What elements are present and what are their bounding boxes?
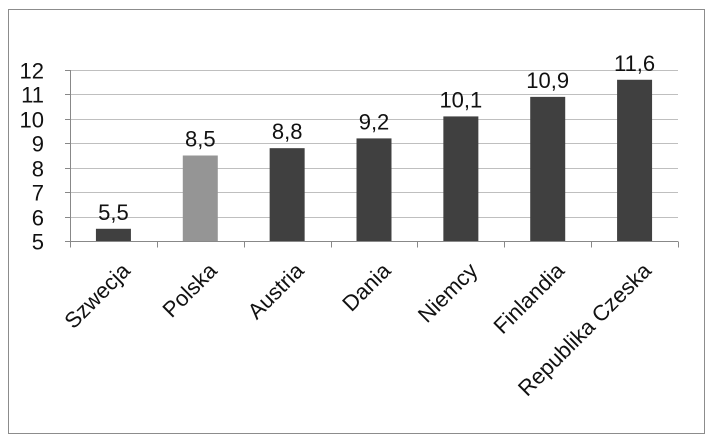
axes [65,70,679,248]
data-label: 8,5 [185,127,216,152]
bar-dania [356,138,392,241]
bar-polska [182,155,218,241]
data-label: 5,5 [98,200,129,225]
data-label: 8,8 [272,119,303,144]
y-tick-label: 7 [32,181,44,206]
bar-szwecja [95,228,131,241]
data-label: 11,6 [614,51,655,76]
bar-austria [269,148,305,241]
y-tick-label: 5 [32,230,44,255]
gridlines [70,70,678,218]
y-tick-label: 9 [32,132,44,157]
y-tick-label: 12 [20,59,44,84]
data-label: 10,9 [526,68,569,93]
data-label: 9,2 [359,109,390,134]
y-tick-label: 11 [21,83,44,108]
y-tick-label: 8 [32,157,44,182]
bar-republika-czeska [617,79,653,242]
data-label: 10,1 [439,87,482,112]
data-labels: 5,5 8,5 8,8 9,2 10,1 10,9 11,6 [98,51,655,225]
bar-finlandia [530,96,566,241]
y-tick-label: 10 [20,108,44,133]
bars [95,79,653,242]
bar-niemcy [443,116,479,241]
y-tick-label: 6 [32,206,44,231]
